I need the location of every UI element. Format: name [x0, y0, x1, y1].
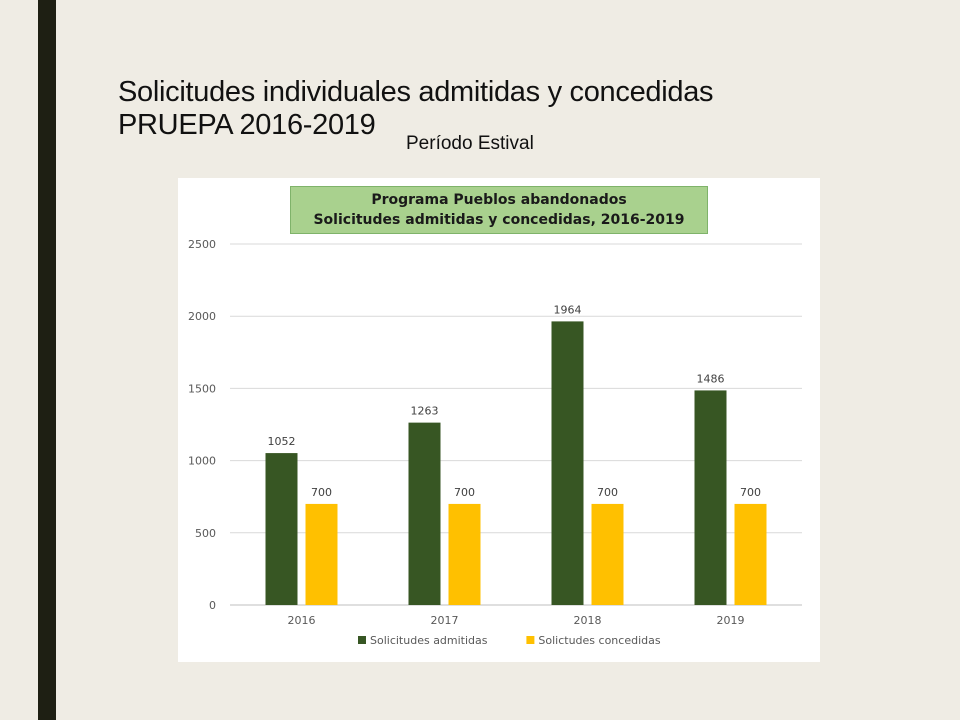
bar-chart: 0 500 1000 1500 2000 2500 1052 700 2016 1263 700 20… — [188, 238, 802, 647]
x-tick-label: 2016 — [288, 614, 316, 627]
slide-title-line-2: PRUEPA 2016-2019 — [118, 109, 376, 141]
x-tick-label: 2019 — [717, 614, 745, 627]
data-label: 700 — [740, 486, 761, 499]
slide-title-line-1: Solicitudes individuales admitidas y con… — [118, 76, 714, 108]
data-label: 700 — [311, 486, 332, 499]
x-tick-label: 2018 — [574, 614, 602, 627]
bar-admitidas — [551, 321, 584, 605]
y-tick-label: 1500 — [188, 382, 216, 395]
bar-concedidas — [305, 503, 338, 605]
data-label: 1052 — [268, 435, 296, 448]
x-tick-label: 2017 — [431, 614, 459, 627]
slide-subtitle: Período Estival — [406, 133, 534, 154]
data-label: 700 — [597, 486, 618, 499]
bar-admitidas — [694, 390, 727, 605]
slide-title: Solicitudes individuales admitidas y con… — [118, 76, 714, 142]
bar-concedidas — [734, 503, 767, 605]
data-label: 1263 — [411, 405, 439, 418]
bar-admitidas — [408, 422, 441, 605]
data-label: 1964 — [554, 303, 582, 316]
y-tick-label: 500 — [195, 527, 216, 540]
legend-swatch — [526, 636, 535, 644]
chart-subtitle: Solicitudes admitidas y concedidas, 2016… — [313, 212, 685, 228]
data-label: 1486 — [697, 372, 725, 385]
y-tick-label: 1000 — [188, 455, 216, 468]
chart-title-box: Programa Pueblos abandonados Solicitudes… — [290, 186, 708, 234]
bar-concedidas — [448, 503, 481, 605]
side-accent-bar — [38, 0, 56, 720]
data-label: 700 — [454, 486, 475, 499]
y-tick-label: 2500 — [188, 238, 216, 251]
y-tick-label: 2000 — [188, 310, 216, 323]
legend-label: Solicitudes admitidas — [370, 634, 488, 647]
legend-label: Solictudes concedidas — [538, 634, 660, 647]
bar-admitidas — [265, 453, 298, 605]
bar-concedidas — [591, 503, 624, 605]
legend-swatch — [358, 636, 366, 644]
chart-panel: 0 500 1000 1500 2000 2500 1052 700 2016 1263 700 20… — [178, 178, 820, 662]
chart-title: Programa Pueblos abandonados — [371, 192, 627, 208]
y-tick-label: 0 — [209, 599, 216, 612]
